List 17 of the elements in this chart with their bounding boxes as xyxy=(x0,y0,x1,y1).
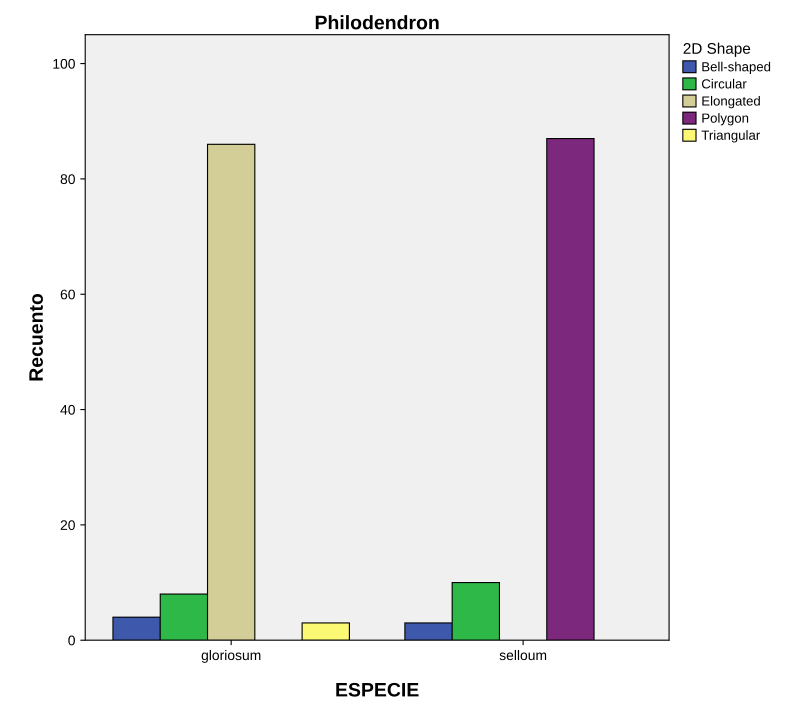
x-axis-title: ESPECIE xyxy=(336,682,419,697)
y-tick-label: 20 xyxy=(60,520,75,530)
x-tick-label: gloriosum xyxy=(202,650,260,663)
y-tick-label: 40 xyxy=(60,404,75,415)
legend-label: Polygon xyxy=(702,113,748,126)
y-axis-title: Recuento xyxy=(29,294,43,380)
y-tick-label: 0 xyxy=(68,636,75,646)
legend-title: 2D Shape xyxy=(684,42,750,57)
x-tick-label: selloum xyxy=(500,650,546,660)
legend-label: Bell-shaped xyxy=(702,62,770,74)
legend-label: Triangular xyxy=(702,130,760,142)
y-tick-label: 80 xyxy=(60,174,75,184)
chart-title: Philodendron xyxy=(316,15,439,30)
y-tick-label: 100 xyxy=(53,58,75,69)
legend-label: Circular xyxy=(702,78,747,89)
y-tick-label: 60 xyxy=(60,290,75,300)
legend-label: Elongated xyxy=(702,96,760,108)
